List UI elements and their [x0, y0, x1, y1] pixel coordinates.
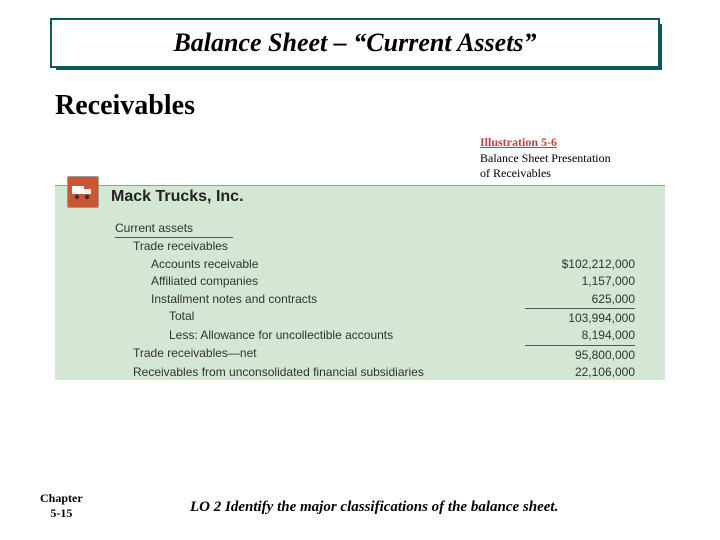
company-name: Mack Trucks, Inc. — [111, 188, 244, 206]
row-label: Trade receivables — [133, 238, 228, 255]
table-row: Accounts receivable $102,212,000 — [115, 256, 635, 273]
truck-icon — [67, 176, 99, 208]
chapter-label: Chapter 5-15 — [40, 491, 83, 520]
illustration-label: Illustration 5-6 Balance Sheet Presentat… — [480, 135, 611, 182]
chapter-word: Chapter — [40, 491, 83, 505]
illustration-number: Illustration 5-6 — [480, 135, 557, 149]
row-label: Installment notes and contracts — [151, 291, 317, 308]
row-amount: 103,994,000 — [525, 308, 635, 327]
table-row: Affiliated companies 1,157,000 — [115, 273, 635, 290]
table-heading: Current assets — [115, 220, 233, 238]
table-row: Trade receivables — [115, 238, 635, 255]
row-amount: 625,000 — [525, 291, 635, 308]
illustration-desc-2: of Receivables — [480, 166, 551, 180]
row-label: Affiliated companies — [151, 273, 258, 290]
section-subtitle: Receivables — [55, 90, 195, 122]
row-amount: 1,157,000 — [525, 273, 635, 290]
row-amount — [525, 238, 635, 255]
row-label: Less: Allowance for uncollectible accoun… — [169, 327, 393, 344]
learning-objective: LO 2 Identify the major classifications … — [190, 499, 558, 516]
row-label: Total — [169, 308, 194, 327]
row-amount: 95,800,000 — [525, 345, 635, 364]
row-amount: $102,212,000 — [525, 256, 635, 273]
chapter-number: 5-15 — [50, 506, 72, 520]
financial-table: Current assets Trade receivablesAccounts… — [115, 220, 635, 382]
illustration-desc-1: Balance Sheet Presentation — [480, 151, 611, 165]
table-row: Installment notes and contracts 625,000 — [115, 291, 635, 308]
row-amount: 8,194,000 — [525, 327, 635, 344]
table-row: Total 103,994,000 — [115, 308, 635, 327]
table-heading-row: Current assets — [115, 220, 635, 238]
row-amount: 22,106,000 — [525, 364, 635, 381]
table-row: Less: Allowance for uncollectible accoun… — [115, 327, 635, 344]
balance-sheet-panel: Mack Trucks, Inc. Current assets Trade r… — [55, 185, 665, 380]
title-banner: Balance Sheet – “Current Assets” — [50, 18, 660, 68]
page-title: Balance Sheet – “Current Assets” — [52, 20, 658, 66]
table-row: Trade receivables—net 95,800,000 — [115, 345, 635, 364]
row-label: Receivables from unconsolidated financia… — [133, 364, 424, 381]
row-label: Accounts receivable — [151, 256, 258, 273]
table-row: Receivables from unconsolidated financia… — [115, 364, 635, 381]
row-label: Trade receivables—net — [133, 345, 257, 364]
